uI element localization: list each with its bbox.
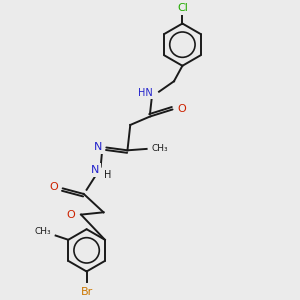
Text: H: H [104,170,111,180]
Text: Cl: Cl [177,3,188,13]
Text: O: O [177,104,186,115]
Text: O: O [67,210,75,220]
Text: Br: Br [80,287,93,297]
Text: O: O [50,182,58,192]
Text: HN: HN [138,88,153,98]
Text: CH₃: CH₃ [35,227,51,236]
Text: N: N [91,165,99,175]
Text: N: N [94,142,102,152]
Text: CH₃: CH₃ [152,144,168,153]
